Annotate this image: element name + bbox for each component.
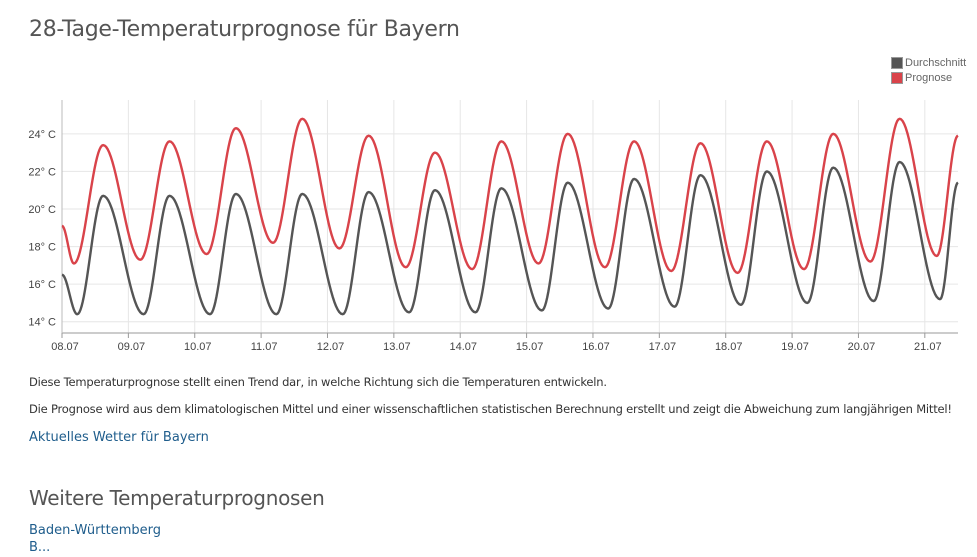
y-tick-label: 18° C xyxy=(28,242,56,254)
y-tick-label: 22° C xyxy=(28,166,56,178)
x-tick-label: 11.07 xyxy=(251,341,278,353)
region-link-baden-wuerttemberg[interactable]: Baden-Württemberg xyxy=(29,523,161,538)
x-tick-label: 12.07 xyxy=(317,341,345,353)
x-tick-label: 14.07 xyxy=(449,341,477,353)
y-tick-label: 20° C xyxy=(28,204,56,216)
x-tick-label: 18.07 xyxy=(715,341,743,353)
x-tick-label: 10.07 xyxy=(184,341,212,353)
y-tick-label: 24° C xyxy=(28,129,56,141)
legend-label-durchschnitt: Durchschnitt xyxy=(905,56,967,69)
legend-swatch-prognose xyxy=(891,71,903,84)
region-item: Baden-Württemberg xyxy=(29,523,161,540)
forecast-note-method: Die Prognose wird aus dem klimatologisch… xyxy=(29,402,952,416)
legend-item-durchschnitt[interactable]: Durchschnitt xyxy=(891,55,966,70)
x-tick-label: 17.07 xyxy=(649,341,677,353)
x-tick-label: 15.07 xyxy=(516,341,544,353)
legend-swatch-durchschnitt xyxy=(891,56,903,69)
legend-item-prognose[interactable]: Prognose xyxy=(891,70,966,85)
page-title: 28-Tage-Temperaturprognose für Bayern xyxy=(29,17,460,42)
x-tick-label: 09.07 xyxy=(118,341,146,353)
x-tick-label: 21.07 xyxy=(914,341,942,353)
chart-svg: 14° C 16° C 18° C 20° C 22° C 24° C 08.07 09.07… xyxy=(28,100,959,353)
series-line-durchschnitt xyxy=(61,160,959,316)
forecast-note-trend: Diese Temperaturprognose stellt einen Tr… xyxy=(29,375,607,389)
y-tick-label: 14° C xyxy=(28,317,56,329)
y-tick-label: 16° C xyxy=(28,279,56,291)
chart-legend: Durchschnitt Prognose xyxy=(891,55,966,85)
region-list: Baden-Württemberg B... xyxy=(29,523,161,557)
x-tick-label: 19.07 xyxy=(781,341,809,353)
series-line-prognose xyxy=(61,117,959,275)
legend-label-prognose: Prognose xyxy=(905,71,953,84)
x-tick-label: 20.07 xyxy=(848,341,876,353)
more-forecasts-title: Weitere Temperaturprognosen xyxy=(29,486,325,510)
x-tick-label: 13.07 xyxy=(383,341,411,353)
x-tick-label: 16.07 xyxy=(582,341,610,353)
current-weather-link[interactable]: Aktuelles Wetter für Bayern xyxy=(29,430,209,445)
temperature-chart: 14° C 16° C 18° C 20° C 22° C 24° C 08.07 09.07… xyxy=(0,50,977,360)
x-tick-label: 08.07 xyxy=(51,341,79,353)
region-link-b[interactable]: B... xyxy=(29,540,51,555)
